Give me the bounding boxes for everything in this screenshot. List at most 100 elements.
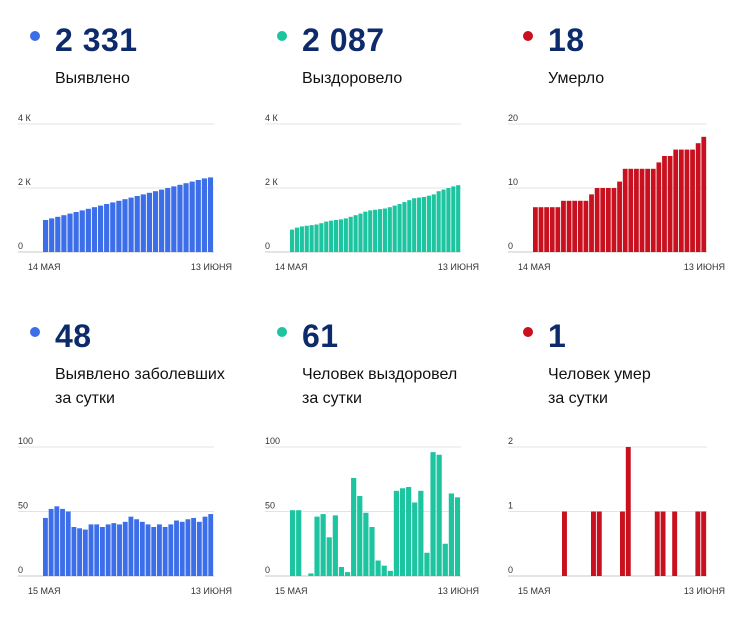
- bar: [594, 188, 600, 252]
- stat-value: 48: [55, 318, 92, 354]
- bar: [351, 477, 357, 576]
- stat-card-confirmed: 2 331 Выявлено: [30, 20, 270, 320]
- bar: [171, 186, 177, 252]
- bar: [116, 200, 122, 252]
- bar: [538, 207, 544, 252]
- stat-label: Умерло: [548, 70, 605, 87]
- bar: [65, 511, 71, 576]
- bar: [183, 183, 189, 252]
- y-tick-label: 1: [508, 501, 513, 511]
- bar: [201, 178, 207, 252]
- bar: [202, 516, 208, 576]
- bar: [165, 188, 171, 252]
- bar: [701, 136, 707, 252]
- legend-dot: [277, 31, 287, 41]
- bar: [620, 511, 625, 576]
- bar: [650, 168, 656, 252]
- bar: [446, 188, 451, 252]
- stat-label: Выздоровело: [302, 70, 403, 87]
- x-tick-label-start: 15 МАЯ: [28, 586, 61, 596]
- bar: [611, 188, 617, 252]
- bar: [407, 200, 412, 252]
- bar: [97, 205, 104, 252]
- bar: [656, 162, 662, 252]
- bar: [357, 496, 363, 576]
- bar: [695, 511, 701, 576]
- bar: [358, 213, 363, 252]
- bar: [55, 216, 61, 252]
- bar: [654, 511, 660, 576]
- bar: [600, 188, 606, 252]
- legend-dot: [30, 327, 40, 337]
- bar: [304, 225, 309, 252]
- y-tick-label: 50: [18, 501, 28, 511]
- bar: [79, 210, 85, 252]
- x-tick-label-end: 13 ИЮНЯ: [684, 262, 725, 272]
- bar: [617, 181, 622, 252]
- x-tick-label-start: 15 МАЯ: [518, 586, 551, 596]
- bar: [67, 213, 73, 252]
- bar: [332, 515, 338, 576]
- bar: [54, 506, 60, 576]
- stat-value: 18: [548, 22, 585, 58]
- bar: [189, 181, 195, 252]
- y-tick-label: 0: [508, 241, 513, 251]
- legend-dot: [523, 31, 533, 41]
- bar: [77, 528, 83, 576]
- bar: [402, 202, 407, 252]
- bar: [399, 488, 406, 576]
- bar: [145, 524, 151, 576]
- bar: [421, 196, 427, 252]
- stat-card-deaths: 18 Умерло: [523, 20, 750, 320]
- bar: [333, 220, 339, 252]
- y-tick-label: 4 К: [18, 113, 32, 123]
- bar: [128, 516, 134, 576]
- bar: [208, 514, 214, 576]
- stat-card-daily-confirmed: 48 Выявлено заболевших за сутки: [30, 316, 270, 616]
- bar: [299, 226, 304, 252]
- bar: [185, 519, 191, 576]
- bar: [290, 229, 295, 252]
- bar: [61, 215, 67, 252]
- bar: [596, 511, 602, 576]
- stat-card-daily-deaths: 1 Человек умер за сутки: [523, 316, 750, 616]
- bar: [639, 168, 645, 252]
- x-tick-label-end: 13 ИЮНЯ: [438, 586, 479, 596]
- stat-label: Выявлено заболевших за сутки: [55, 366, 225, 407]
- x-tick-label-start: 14 МАЯ: [28, 262, 61, 272]
- bar: [122, 199, 128, 252]
- bar: [577, 200, 583, 252]
- y-tick-label: 100: [265, 436, 280, 446]
- bar: [191, 517, 197, 576]
- bar: [122, 521, 128, 576]
- stat-label: Человек выздоровел за сутки: [302, 366, 458, 407]
- bar: [412, 502, 418, 576]
- bar: [544, 207, 549, 252]
- bar: [684, 149, 690, 252]
- bar: [363, 211, 368, 252]
- bar: [436, 191, 441, 252]
- bar: [634, 168, 639, 252]
- legend-dot: [277, 327, 287, 337]
- bar: [424, 552, 430, 576]
- stat-value: 61: [302, 318, 339, 354]
- y-tick-label: 2 К: [18, 177, 32, 187]
- bar: [645, 168, 651, 252]
- stat-value: 1: [548, 318, 567, 354]
- bar: [140, 194, 146, 252]
- bar: [387, 207, 392, 252]
- bar: [678, 149, 684, 252]
- bar: [442, 543, 448, 576]
- y-tick-label: 20: [508, 113, 518, 123]
- bar: [417, 197, 422, 252]
- bar: [104, 204, 110, 252]
- y-tick-label: 0: [18, 241, 23, 251]
- bar: [196, 521, 202, 576]
- bar: [324, 221, 329, 252]
- bar: [168, 524, 174, 576]
- y-tick-label: 0: [508, 565, 513, 575]
- bar: [369, 526, 375, 576]
